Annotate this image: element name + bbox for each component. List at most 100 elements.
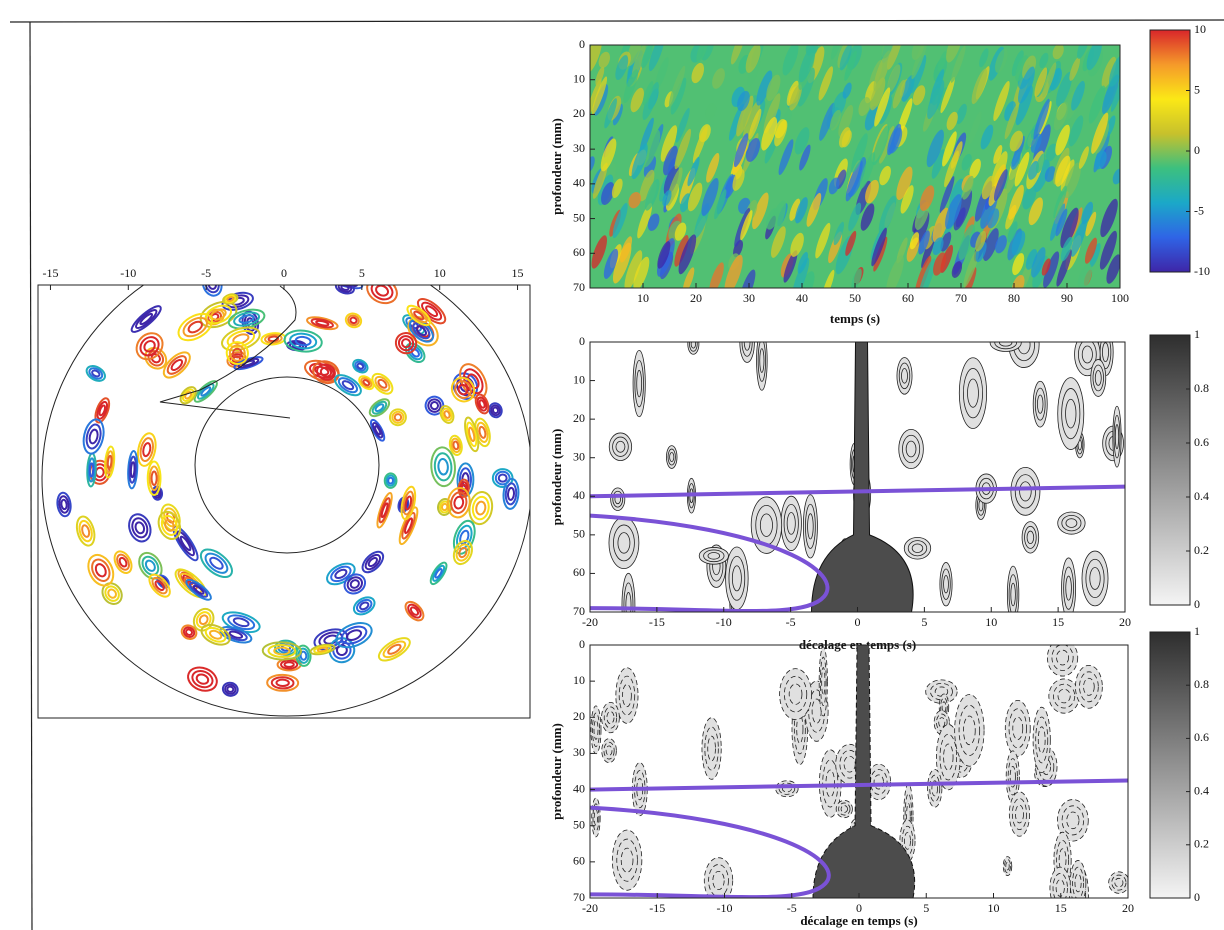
heatmap-streak bbox=[639, 117, 654, 153]
contour-line bbox=[312, 360, 340, 385]
contour-line bbox=[843, 755, 856, 773]
contour-line bbox=[378, 497, 391, 524]
x-tick-label: -10 bbox=[716, 615, 732, 629]
contour-line bbox=[731, 565, 742, 592]
contour-line bbox=[406, 304, 432, 327]
heatmap-streak bbox=[1056, 249, 1072, 287]
heatmap-streak bbox=[1086, 45, 1103, 71]
heatmap-streak bbox=[1055, 124, 1070, 156]
contour-line bbox=[618, 675, 636, 716]
contour-line bbox=[356, 362, 365, 370]
heatmap-streak bbox=[1028, 197, 1043, 226]
heatmap-streak bbox=[812, 59, 830, 94]
contour-line bbox=[409, 307, 428, 324]
contour-line bbox=[939, 733, 958, 781]
contour-line bbox=[224, 683, 237, 695]
contour-line bbox=[1052, 873, 1068, 898]
heatmap-streak bbox=[993, 145, 1003, 164]
y-tick-label: 20 bbox=[573, 709, 585, 723]
x-tick-label: 15 bbox=[1052, 615, 1064, 629]
contour-line bbox=[1057, 688, 1071, 704]
heatmap-streak bbox=[942, 131, 957, 167]
contour-line bbox=[925, 679, 958, 704]
contour-line bbox=[60, 498, 68, 511]
contour-line bbox=[275, 678, 290, 688]
heatmap-streak bbox=[598, 51, 611, 68]
contour-line bbox=[88, 367, 104, 380]
heatmap-streak bbox=[987, 208, 1000, 229]
heatmap-streak bbox=[912, 85, 926, 106]
heatmap-streak bbox=[756, 70, 773, 106]
heatmap-streak bbox=[900, 185, 914, 214]
contour-line bbox=[397, 335, 415, 352]
contour-line bbox=[622, 684, 632, 708]
contour-line bbox=[94, 397, 111, 424]
contour-line bbox=[377, 637, 411, 662]
contour-line bbox=[421, 301, 443, 321]
heatmap-streak bbox=[642, 81, 654, 106]
contour-line bbox=[502, 477, 520, 510]
heatmap-streak bbox=[1060, 236, 1073, 262]
contour-line bbox=[361, 550, 385, 574]
heatmap-streak bbox=[641, 45, 653, 69]
heatmap-streak bbox=[911, 45, 925, 61]
contour-line bbox=[177, 312, 214, 342]
heatmap-streak bbox=[886, 255, 904, 288]
heatmap-streak bbox=[619, 236, 633, 263]
contour-line bbox=[476, 396, 488, 412]
heatmap-streak bbox=[991, 151, 1008, 189]
heatmap-streak bbox=[663, 165, 680, 196]
heatmap-streak bbox=[643, 155, 657, 178]
heatmap-streak bbox=[642, 129, 661, 168]
contour-line bbox=[267, 643, 297, 658]
y-tick-label: 50 bbox=[573, 527, 585, 541]
contour-line bbox=[358, 375, 375, 391]
heatmap-streak bbox=[1039, 52, 1049, 69]
heatmap-streak bbox=[660, 125, 678, 162]
heatmap-streak bbox=[860, 203, 875, 231]
heatmap-streak bbox=[980, 124, 994, 150]
contour-line bbox=[1014, 474, 1036, 509]
contour-line bbox=[227, 260, 250, 278]
heatmap-streak bbox=[706, 152, 720, 183]
contour-line bbox=[85, 423, 102, 450]
heatmap-streak bbox=[879, 125, 895, 164]
heatmap-streak bbox=[714, 189, 727, 220]
contour-line bbox=[273, 646, 291, 656]
contour-line bbox=[712, 870, 725, 891]
contour-line bbox=[179, 572, 203, 595]
contour-line bbox=[238, 314, 255, 324]
heatmap-streak bbox=[1004, 103, 1019, 140]
heatmap-streak bbox=[637, 202, 653, 239]
heatmap-streak bbox=[1084, 237, 1098, 264]
contour-line bbox=[334, 374, 362, 397]
heatmap-streak bbox=[612, 103, 623, 126]
y-axis-label: profondeur (mm) bbox=[549, 429, 564, 526]
x-tick-label: 60 bbox=[902, 291, 914, 305]
x-tick-label: 10 bbox=[985, 615, 997, 629]
heatmap-streak bbox=[730, 45, 745, 65]
heatmap-streak bbox=[887, 45, 903, 70]
contour-line bbox=[366, 285, 398, 305]
contour-line bbox=[164, 518, 175, 532]
plot-area bbox=[590, 342, 1125, 612]
contour-line bbox=[382, 640, 407, 659]
heatmap-streak bbox=[682, 267, 695, 288]
contour-line bbox=[266, 673, 300, 692]
contour-line bbox=[1114, 877, 1124, 888]
y-tick-label: 50 bbox=[573, 817, 585, 831]
contour-line bbox=[1005, 861, 1010, 871]
heatmap-streak bbox=[830, 109, 841, 131]
contour-line bbox=[901, 368, 908, 384]
contour-line bbox=[704, 726, 719, 771]
contour-line bbox=[429, 401, 440, 411]
contour-line bbox=[1092, 364, 1104, 392]
heatmap-streak bbox=[687, 156, 700, 187]
contour-line bbox=[228, 344, 246, 362]
contour-line bbox=[346, 576, 363, 592]
colorbar-tick-label: 0.8 bbox=[1194, 677, 1209, 691]
contour-line bbox=[757, 342, 766, 382]
contour-line bbox=[398, 506, 419, 546]
contour-line bbox=[343, 573, 367, 595]
x-tick-label: 50 bbox=[849, 291, 861, 305]
